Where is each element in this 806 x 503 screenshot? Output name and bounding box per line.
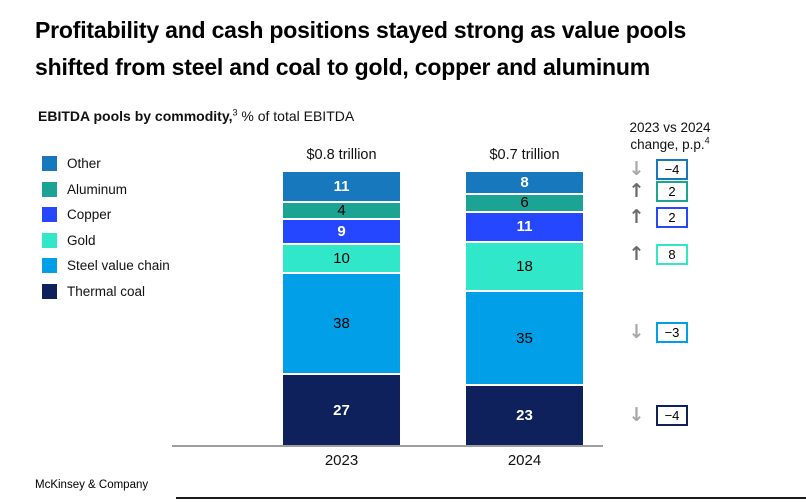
legend-label: Steel value chain xyxy=(67,258,170,273)
footnote-marker-4: 4 xyxy=(704,135,710,146)
footer-wordmark: McKinsey & Company xyxy=(35,479,149,491)
bar-segment: 23 xyxy=(466,383,583,446)
change-value-box: −3 xyxy=(656,322,688,343)
segment-value-label: 38 xyxy=(333,314,350,332)
change-value-box: 8 xyxy=(656,244,688,265)
stacked-bar-2024: 8 6 11 18 35 23 xyxy=(466,172,583,446)
chart-subtitle: EBITDA pools by commodity,3 % of total E… xyxy=(38,108,354,124)
change-value-box: 2 xyxy=(656,181,688,202)
legend-swatch xyxy=(42,232,57,248)
bar-total-2023: $0.8 trillion xyxy=(306,147,377,163)
legend-item: Other xyxy=(42,156,170,171)
x-axis-label-2024: 2024 xyxy=(507,452,542,469)
change-row: ↑ 8 xyxy=(628,244,688,265)
page-title-line1: Profitability and cash positions stayed … xyxy=(35,17,687,43)
footer-rule xyxy=(176,497,806,499)
segment-value-label: 11 xyxy=(516,218,533,236)
bar-segment: 35 xyxy=(466,290,583,384)
x-axis-baseline xyxy=(172,445,603,447)
segment-value-label: 11 xyxy=(333,177,350,195)
legend-swatch xyxy=(42,181,57,197)
legend-item: Thermal coal xyxy=(42,283,170,299)
down-arrow-icon: ↓ xyxy=(628,404,645,426)
segment-value-label: 18 xyxy=(516,258,533,276)
change-row: ↓ −4 xyxy=(628,159,688,180)
bar-segment: 18 xyxy=(466,241,583,291)
legend-item: Gold xyxy=(42,232,170,248)
change-row: ↓ −4 xyxy=(628,405,688,426)
chart-subtitle-bold: EBITDA pools by commodity, xyxy=(38,108,233,124)
segment-value-label: 4 xyxy=(337,201,346,219)
legend-label: Gold xyxy=(67,232,96,248)
up-arrow-icon: ↑ xyxy=(628,243,645,265)
change-row: ↓ −3 xyxy=(628,322,688,343)
bar-segment: 9 xyxy=(283,217,400,244)
change-header-line1: 2023 vs 2024 xyxy=(629,120,711,135)
up-arrow-icon: ↑ xyxy=(628,206,645,228)
stacked-bar-2023: 11 4 9 10 38 27 xyxy=(283,172,400,446)
legend-item: Aluminum xyxy=(42,181,170,197)
bar-segment: 4 xyxy=(283,200,400,219)
segment-value-label: 9 xyxy=(337,223,346,241)
change-column: ↓ −4 ↑ 2 ↑ 2 ↑ 8 ↓ −3 ↓ −4 xyxy=(628,159,718,446)
page-title-line2: shifted from steel and coal to gold, cop… xyxy=(35,54,650,80)
legend-label: Other xyxy=(67,156,101,171)
legend-label: Thermal coal xyxy=(67,283,146,299)
legend-swatch xyxy=(42,258,57,273)
bar-segment: 6 xyxy=(466,192,583,212)
chart-subtitle-rest: % of total EBITDA xyxy=(237,108,355,124)
bar-segment: 8 xyxy=(466,172,583,193)
change-value-box: −4 xyxy=(656,159,688,180)
change-row: ↑ 2 xyxy=(628,181,688,202)
segment-value-label: 8 xyxy=(520,173,529,191)
change-header-line2: change, p.p. xyxy=(630,137,705,152)
footnote-marker-3: 3 xyxy=(232,107,238,118)
bar-segment: 10 xyxy=(283,243,400,272)
change-value-box: 2 xyxy=(656,207,688,228)
change-value-box: −4 xyxy=(656,405,688,426)
page-title: Profitability and cash positions stayed … xyxy=(35,12,791,86)
legend-item: Copper xyxy=(42,207,170,222)
legend-item: Steel value chain xyxy=(42,258,170,273)
up-arrow-icon: ↑ xyxy=(628,180,645,202)
segment-value-label: 6 xyxy=(520,194,529,212)
down-arrow-icon: ↓ xyxy=(628,158,645,180)
segment-value-label: 10 xyxy=(333,250,350,268)
legend-label: Copper xyxy=(67,207,112,222)
change-column-header: 2023 vs 2024 change, p.p.4 xyxy=(618,119,722,153)
legend-label: Aluminum xyxy=(67,181,128,197)
change-row: ↑ 2 xyxy=(628,207,688,228)
bar-total-2024: $0.7 trillion xyxy=(489,147,560,163)
legend-swatch xyxy=(42,156,57,171)
segment-value-label: 27 xyxy=(333,402,350,420)
segment-value-label: 35 xyxy=(516,329,533,347)
x-axis-label-2023: 2023 xyxy=(324,452,359,469)
down-arrow-icon: ↓ xyxy=(628,321,645,343)
legend-swatch xyxy=(42,283,57,299)
legend: Other Aluminum Copper Gold Steel value chain… xyxy=(42,156,170,299)
segment-value-label: 23 xyxy=(516,407,533,425)
bar-segment: 38 xyxy=(283,271,400,374)
bar-segment: 11 xyxy=(466,210,583,242)
bar-segment: 11 xyxy=(283,172,400,201)
legend-swatch xyxy=(42,207,57,222)
bar-segment: 27 xyxy=(283,373,400,446)
